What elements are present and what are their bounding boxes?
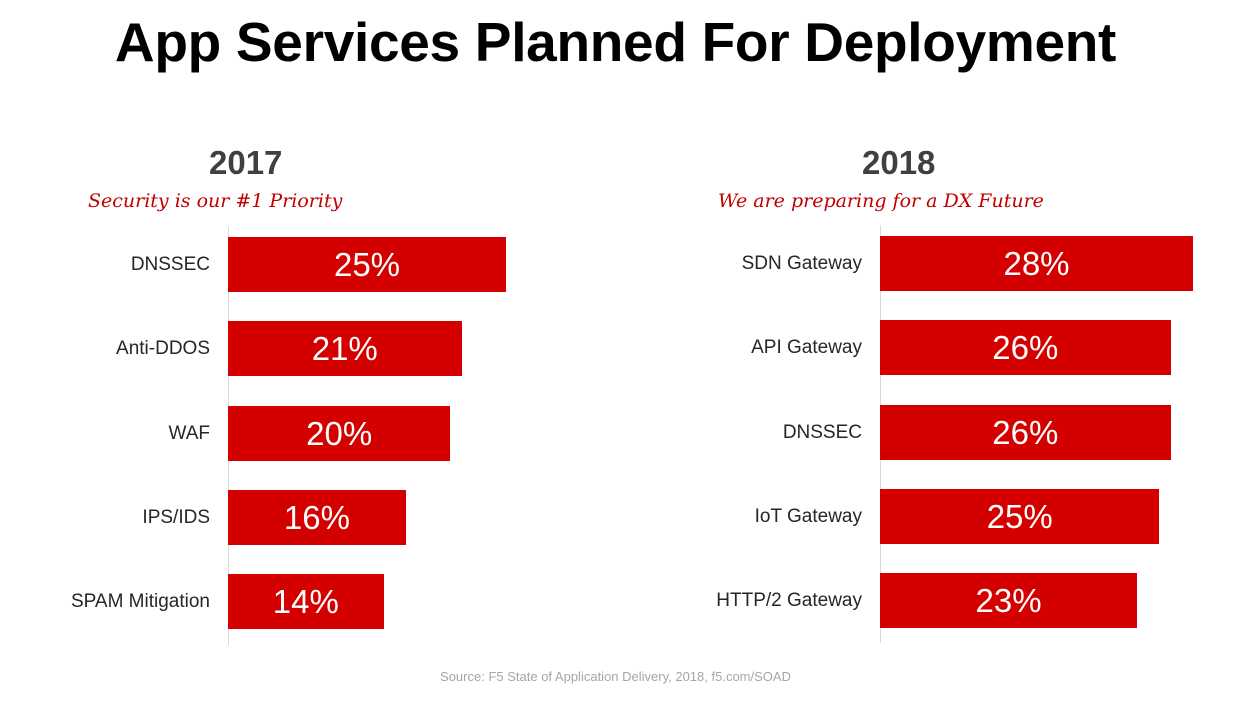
bar: 14% — [228, 574, 384, 630]
data-label: 25% — [333, 246, 401, 283]
category-label: IoT Gateway — [754, 505, 862, 527]
category-label: DNSSEC — [782, 421, 862, 443]
bar: 21% — [228, 321, 462, 377]
bar: 25% — [880, 488, 1160, 544]
chart-2017: 2017 Security is our #1 Priority DNSSEC 2… — [0, 140, 620, 650]
bar-row: API Gateway 26% — [0, 320, 1171, 376]
category-label: WAF — [168, 422, 210, 444]
bar-row: WAF 20% — [0, 405, 451, 462]
chart-subtitle: We are preparing for a DX Future — [718, 190, 1044, 212]
bar: 20% — [228, 405, 451, 461]
bar-row: IoT Gateway 25% — [0, 488, 1160, 545]
bar-row: Anti-DDOS 21% — [0, 321, 462, 377]
bar-row: DNSSEC 26% — [0, 404, 1171, 461]
data-label: 25% — [986, 497, 1053, 535]
bar-row: SPAM Mitigation 14% — [0, 574, 384, 630]
category-label: DNSSEC — [130, 254, 210, 275]
bar: 23% — [880, 573, 1138, 629]
category-label: API Gateway — [751, 337, 862, 359]
source-note: Source: F5 State of Application Delivery… — [440, 669, 791, 684]
chart-subtitle: Security is our #1 Priority — [88, 190, 343, 212]
category-label: SPAM Mitigation — [70, 591, 210, 613]
bar: 28% — [880, 236, 1193, 291]
data-label: 21% — [311, 330, 378, 368]
data-label: 28% — [1003, 245, 1070, 282]
bar: 26% — [880, 404, 1171, 460]
bar-row: IPS/IDS 16% — [0, 489, 406, 546]
bar: 25% — [228, 237, 506, 292]
category-label: IPS/IDS — [142, 506, 210, 528]
chart-2018: 2018 We are preparing for a DX Future SD… — [0, 140, 1251, 650]
chart-title: 2018 — [862, 144, 936, 181]
bar-row: DNSSEC 25% — [0, 237, 506, 293]
data-label: 20% — [306, 414, 373, 452]
bar: 16% — [228, 489, 406, 545]
chart-title: 2017 — [209, 144, 283, 181]
page-title: App Services Planned For Deployment — [114, 11, 1117, 73]
category-label: SDN Gateway — [741, 253, 862, 274]
category-label: HTTP/2 Gateway — [716, 590, 862, 612]
bar: 26% — [880, 320, 1171, 376]
data-label: 14% — [272, 583, 339, 621]
data-label: 23% — [975, 582, 1042, 620]
category-label: Anti-DDOS — [116, 338, 210, 360]
data-label: 26% — [992, 413, 1059, 451]
bar-row: SDN Gateway 28% — [0, 236, 1193, 292]
data-label: 26% — [992, 329, 1059, 367]
bar-row: HTTP/2 Gateway 23% — [0, 573, 1138, 629]
data-label: 16% — [283, 498, 350, 536]
